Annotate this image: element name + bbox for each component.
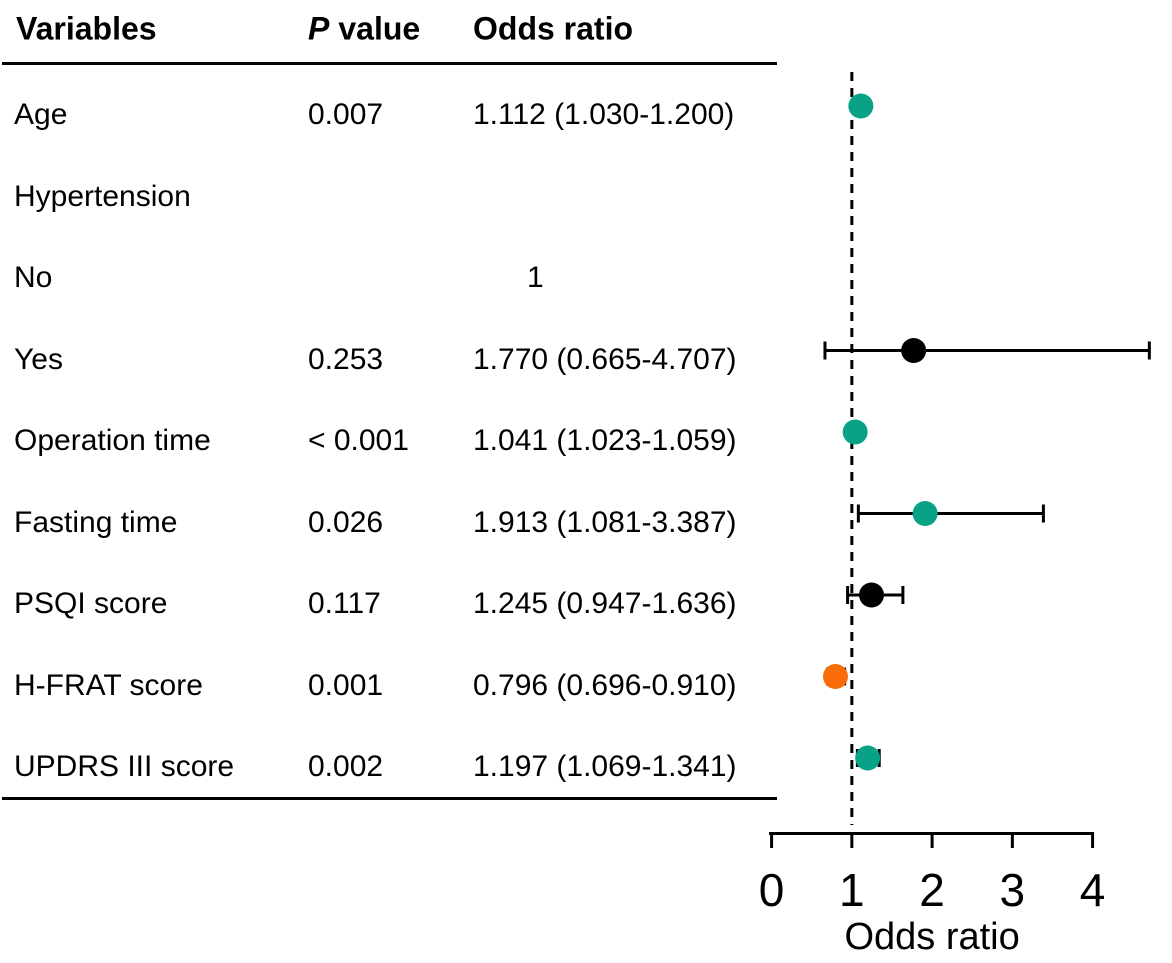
row-odds-ratio: 1.913 (1.081-3.387) (473, 505, 737, 539)
odds-ratio-point (901, 338, 927, 363)
row-odds-ratio: 1.197 (1.069-1.341) (473, 750, 737, 783)
odds-ratio-point (842, 419, 868, 445)
row-variable: Yes (14, 342, 63, 376)
odds-ratio-point (855, 745, 881, 771)
row-p-value: 0.007 (308, 98, 384, 131)
row-variable: Fasting time (14, 505, 178, 539)
row-p-value: 0.002 (308, 750, 384, 783)
odds-ratio-point (822, 664, 848, 689)
row-variable: No (14, 261, 53, 294)
row-odds-ratio: 1.245 (0.947-1.636) (473, 587, 737, 620)
row-p-value: 0.026 (308, 505, 384, 539)
row-odds-ratio: 0.796 (0.696-0.910) (473, 668, 737, 702)
x-tick-label: 3 (1000, 864, 1026, 916)
row-variable: Hypertension (14, 179, 191, 213)
row-variable: H-FRAT score (14, 668, 203, 702)
x-tick-label: 4 (1080, 864, 1106, 916)
row-odds-ratio: 1 (527, 261, 544, 294)
row-variable: Age (14, 98, 68, 131)
table-bottom-rule (2, 797, 777, 800)
row-p-value: 0.253 (308, 342, 384, 376)
row-p-value: 0.117 (308, 587, 381, 620)
row-variable: PSQI score (14, 587, 168, 620)
p-value-italic-p: P (308, 10, 330, 47)
p-value-rest: value (338, 10, 421, 47)
row-odds-ratio: 1.112 (1.030-1.200) (473, 98, 735, 131)
row-variable: UPDRS III score (14, 750, 235, 783)
odds-ratio-point (859, 582, 885, 608)
row-odds-ratio: 1.041 (1.023-1.059) (473, 424, 737, 457)
row-odds-ratio: 1.770 (0.665-4.707) (473, 342, 737, 376)
x-tick-label: 1 (839, 864, 865, 916)
x-tick-label: 2 (919, 864, 945, 916)
x-tick-label: 0 (759, 864, 785, 916)
row-p-value: < 0.001 (308, 424, 409, 457)
column-header-variables: Variables (16, 10, 157, 47)
row-variable: Operation time (14, 424, 211, 457)
table-header-rule (2, 62, 777, 65)
x-axis-title: Odds ratio (844, 916, 1019, 958)
row-p-value: 0.001 (308, 668, 384, 702)
odds-ratio-point (912, 501, 938, 526)
odds-ratio-point (848, 93, 874, 119)
column-header-odds-ratio: Odds ratio (473, 10, 634, 47)
